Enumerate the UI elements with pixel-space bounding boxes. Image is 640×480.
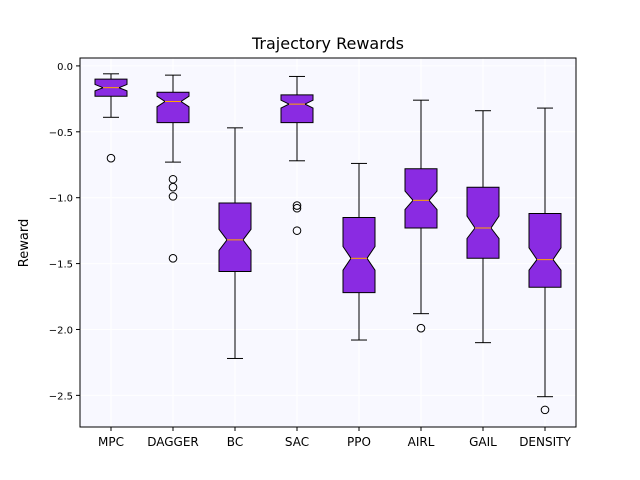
box-body (466, 186, 500, 259)
x-tick-label: AIRL (408, 435, 435, 449)
box-body (280, 94, 314, 124)
outlier-point (292, 226, 302, 235)
y-tick-label: −2.5 (49, 391, 73, 402)
box-body (528, 213, 562, 288)
plot-frame (79, 57, 577, 428)
outlier-point (292, 201, 302, 210)
y-tick-label: −1.0 (49, 194, 73, 205)
x-tick-label: PPO (347, 435, 371, 449)
box-body (404, 168, 438, 229)
chart-title: Trajectory Rewards (251, 34, 404, 53)
outlier-point (540, 405, 550, 415)
outlier-point (292, 203, 302, 213)
y-tick-label: −2.0 (49, 325, 73, 336)
box-body (156, 91, 190, 124)
outlier-point (416, 323, 426, 333)
outlier-point (168, 192, 178, 201)
box-density (528, 107, 562, 415)
box-gail (466, 110, 500, 344)
x-tick-label: BC (227, 435, 243, 449)
x-tick-label: DAGGER (147, 435, 199, 449)
box-sac (280, 75, 314, 235)
y-tick-label: −0.5 (49, 128, 73, 139)
outlier-point (106, 153, 116, 163)
boxes (94, 73, 562, 415)
y-tick-label: −1.5 (49, 260, 73, 271)
outlier-point (168, 254, 178, 263)
box-ppo (342, 162, 376, 341)
x-tick-label: SAC (285, 435, 309, 449)
y-tick-label: 0.0 (57, 62, 73, 73)
y-axis-ticks: 0.0 −0.5 −1.0 −1.5 −2.0 −2.5 (49, 62, 80, 402)
x-tick-label: MPC (98, 435, 124, 449)
box-body (342, 217, 376, 294)
plot-area (80, 58, 576, 427)
box-body (218, 202, 252, 272)
box-mpc (94, 73, 128, 163)
outlier-point (168, 182, 178, 192)
x-tick-label: GAIL (469, 435, 497, 449)
box-dagger (156, 74, 190, 263)
x-axis-ticks: MPC DAGGER BC SAC PPO AIRL GAIL DENSITY (98, 427, 571, 449)
box-airl (404, 99, 438, 333)
x-tick-label: DENSITY (519, 435, 571, 449)
box-bc (218, 127, 252, 359)
y-axis-label: Reward (17, 219, 32, 267)
